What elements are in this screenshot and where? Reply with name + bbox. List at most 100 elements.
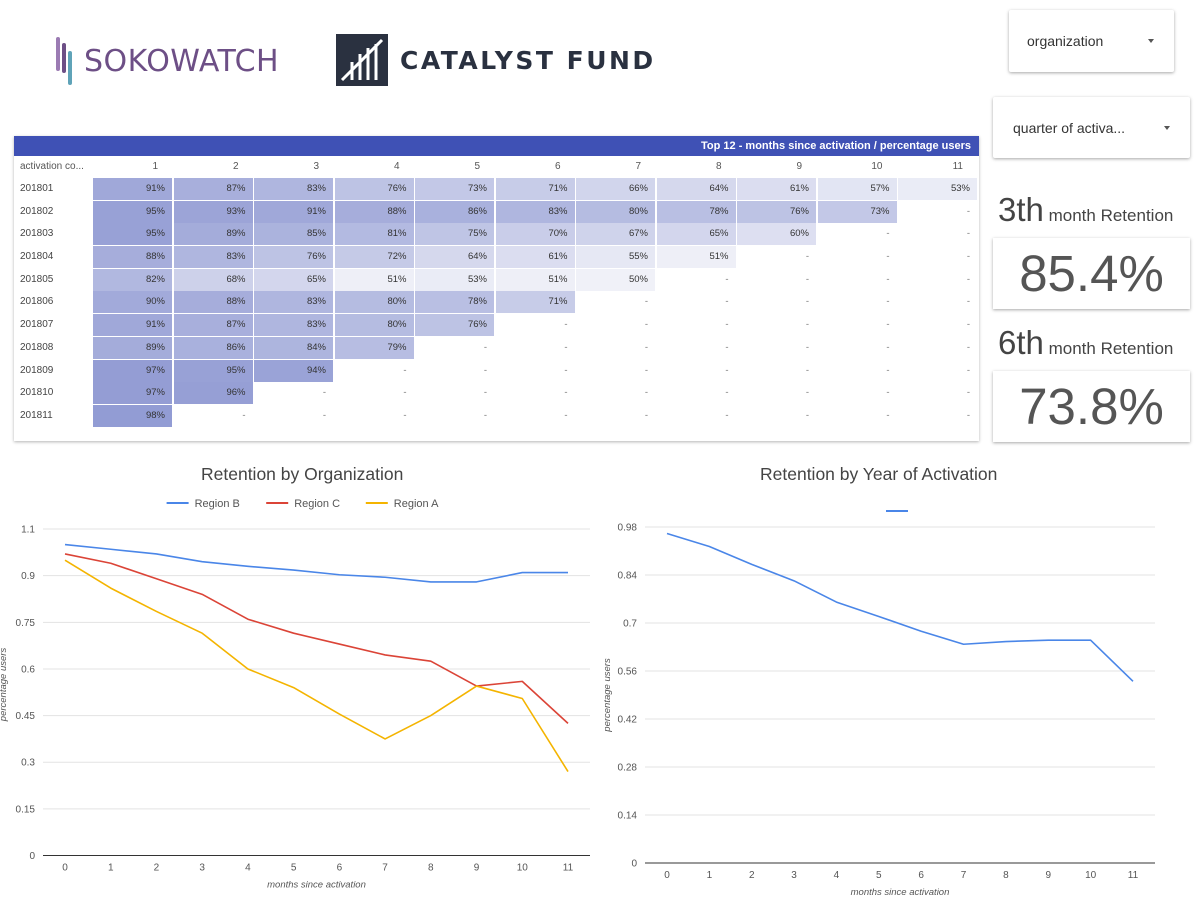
table-cell: 91% <box>93 314 172 337</box>
x-tick-label: 0 <box>664 870 670 881</box>
row-label: 201805 <box>20 273 54 285</box>
table-cell: - <box>644 409 648 421</box>
table-cell: 65% <box>254 268 333 291</box>
table-row: 201810 97% 96% - - - - - - - - - <box>14 382 979 405</box>
table-cell: 70% <box>495 223 575 246</box>
cohort-table-body: 201801 91% 87% 83% 76% 73% 71% 66% 64% 61% 57% 53% 2… <box>14 178 979 428</box>
table-cell: 66% <box>576 178 655 200</box>
table-cell: 80% <box>576 200 655 223</box>
table-cell: - <box>966 296 970 308</box>
table-cell: 51% <box>334 268 414 291</box>
table-cell: 78% <box>415 291 494 314</box>
row-label: 201811 <box>20 409 53 421</box>
table-cell: 93% <box>173 200 253 223</box>
x-tick-label: 11 <box>1128 870 1139 881</box>
x-tick-label: 1 <box>707 870 713 881</box>
x-tick-label: 5 <box>291 863 297 874</box>
table-cell: - <box>564 364 568 376</box>
organization-filter[interactable]: organization <box>1009 10 1174 72</box>
y-tick-label: 0.6 <box>21 664 35 675</box>
table-cell: 86% <box>415 200 494 223</box>
table-cell: - <box>644 296 648 308</box>
y-tick-label: 0.45 <box>16 711 36 722</box>
table-cell: 73% <box>817 200 897 223</box>
x-tick-label: 2 <box>154 863 160 874</box>
x-tick-label: 3 <box>791 870 797 881</box>
table-cell: - <box>966 387 970 399</box>
y-tick-label: 1.1 <box>21 525 35 536</box>
table-cell: - <box>966 409 970 421</box>
table-cell: 83% <box>173 246 253 269</box>
table-cell: - <box>966 273 970 285</box>
table-cell: - <box>886 387 890 399</box>
table-cell: - <box>805 319 809 331</box>
table-cell: - <box>805 251 809 263</box>
x-tick-label: 10 <box>1085 870 1097 881</box>
kpi-6th-month-value: 73.8% <box>993 371 1190 442</box>
table-cell: - <box>725 409 729 421</box>
row-label: 201808 <box>20 341 54 353</box>
x-tick-label: 7 <box>961 870 967 881</box>
table-cell: 95% <box>93 200 172 223</box>
table-row: 201804 88% 83% 76% 72% 64% 61% 55% 51% - - - <box>14 246 979 269</box>
table-cell: - <box>644 387 648 399</box>
table-cell: 96% <box>173 382 253 405</box>
table-cell: - <box>805 387 809 399</box>
table-cell: 71% <box>495 291 575 314</box>
table-cell: 87% <box>173 178 253 200</box>
table-cell: 53% <box>898 178 977 200</box>
column-header: 7 <box>635 161 641 172</box>
table-cell: 83% <box>254 314 333 337</box>
x-tick-label: 9 <box>1045 870 1051 881</box>
column-header: 5 <box>474 161 480 172</box>
table-cell: 79% <box>334 336 414 359</box>
retention-by-organization-chart: 0 0.15 0.3 0.45 0.6 0.75 0.9 1.1 0 1 2 3 4 5 6 7 8 9 10 11 m… <box>0 498 590 891</box>
table-cell: - <box>403 364 407 376</box>
table-cell: 51% <box>495 268 575 291</box>
quarter-filter[interactable]: quarter of activa... <box>993 97 1190 158</box>
table-cell: 83% <box>254 178 333 200</box>
sokowatch-logo: SOKOWATCH <box>52 34 279 88</box>
table-cell: - <box>966 364 970 376</box>
y-tick-label: 0.3 <box>21 758 35 769</box>
table-cell: 53% <box>415 268 494 291</box>
column-header: 11 <box>952 161 963 172</box>
column-header: 1 <box>152 161 158 172</box>
table-cell: 80% <box>334 314 414 337</box>
table-cell: 81% <box>334 223 414 246</box>
cohort-table-header: activation co... 1 2 3 4 5 6 7 8 9 10 11 <box>14 156 979 178</box>
table-cell: - <box>644 341 648 353</box>
table-cell: - <box>966 251 970 263</box>
table-row: 201805 82% 68% 65% 51% 53% 51% 50% - - - - <box>14 268 979 292</box>
table-cell: - <box>725 296 729 308</box>
table-cell: - <box>564 387 568 399</box>
table-cell: 88% <box>93 246 172 269</box>
table-cell: - <box>564 319 568 331</box>
y-tick-label: 0 <box>631 859 637 870</box>
row-label: 201804 <box>20 251 54 263</box>
org-chart-title: Retention by Organization <box>201 464 404 484</box>
retention-by-year-chart: 0 0.14 0.28 0.42 0.56 0.7 0.84 0.98 0 1 2 3 4 5 6 7 8 9 10… <box>602 510 1155 898</box>
table-cell: 51% <box>656 246 736 269</box>
table-cell: 89% <box>93 336 172 359</box>
y-tick-label: 0.75 <box>16 618 36 629</box>
table-cell: 61% <box>495 246 575 269</box>
table-cell: - <box>725 387 729 399</box>
table-cell: 67% <box>576 223 655 246</box>
y-tick-label: 0.15 <box>16 804 36 815</box>
column-header: 10 <box>871 161 883 172</box>
table-cell: 57% <box>817 178 897 200</box>
table-cell: - <box>644 364 648 376</box>
y-tick-label: 0.84 <box>618 571 638 582</box>
column-header: 4 <box>393 161 400 172</box>
table-cell: 76% <box>415 314 494 337</box>
catalyst-fund-logo-text: CATALYST FUND <box>400 45 656 75</box>
table-cell: 89% <box>173 223 253 246</box>
row-header-label: activation co... <box>20 161 84 172</box>
table-cell: 91% <box>93 178 172 200</box>
kpi-3rd-month-title: 3th month Retention <box>998 191 1173 229</box>
column-header: 8 <box>715 161 722 172</box>
x-tick-label: 11 <box>563 863 574 874</box>
chart-legend: Region B Region C Region A <box>166 498 439 510</box>
table-cell: - <box>886 341 890 353</box>
